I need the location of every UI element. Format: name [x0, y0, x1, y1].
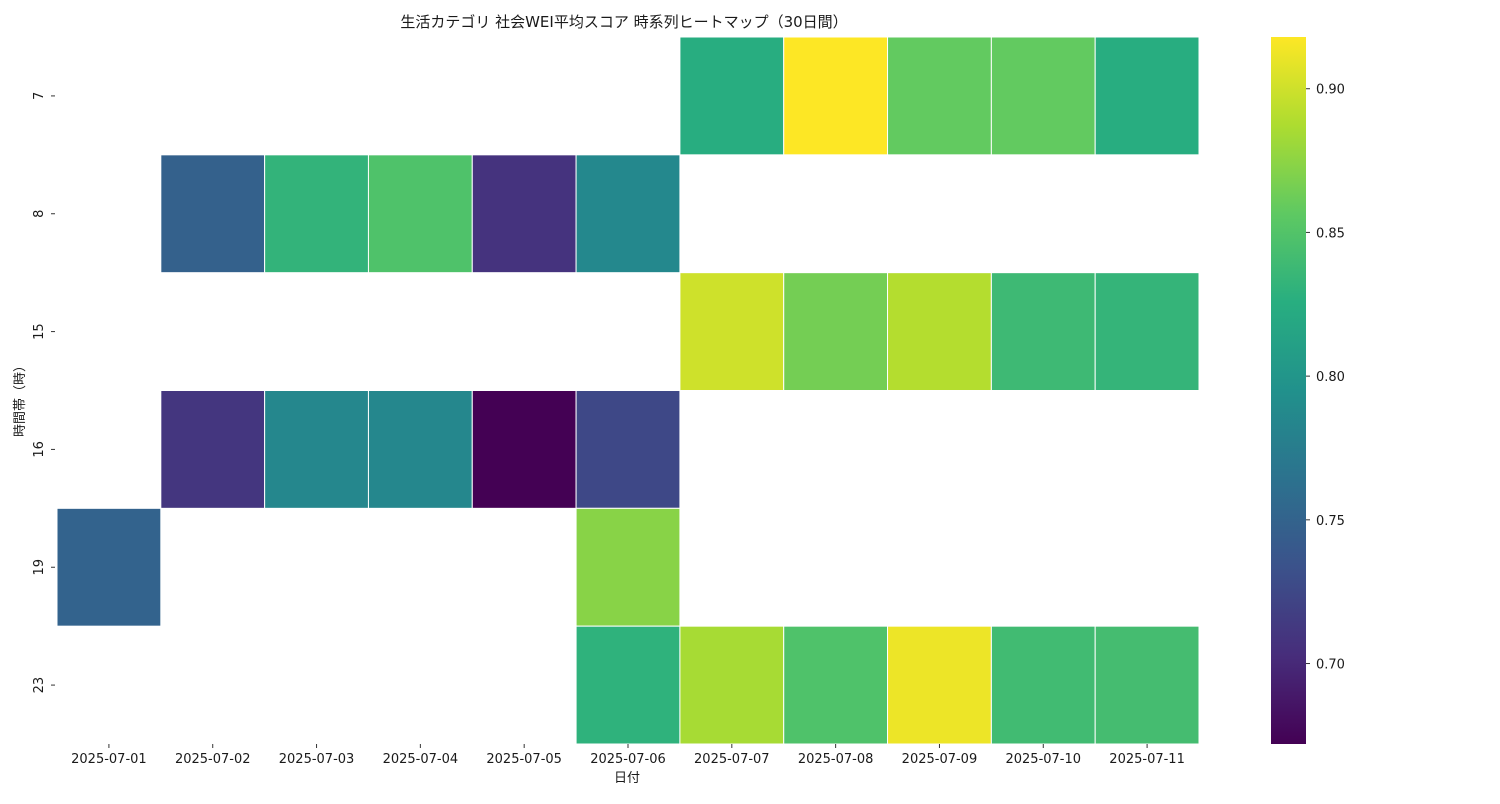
- x-tick-label: 2025-07-09: [902, 752, 978, 767]
- x-tick-label: 2025-07-02: [175, 752, 251, 767]
- heatmap-cell: [575, 390, 681, 509]
- heatmap-cell: [471, 154, 577, 274]
- x-tick-label: 2025-07-07: [694, 752, 770, 767]
- colorbar-tick-label: 0.80: [1316, 370, 1345, 385]
- x-tick-label: 2025-07-05: [486, 752, 562, 767]
- y-axis-label: 時間帯（時）: [13, 359, 28, 437]
- heatmap-cell: [887, 625, 992, 745]
- colorbar-tick-label: 0.75: [1316, 514, 1345, 529]
- heatmap-cell: [679, 36, 785, 156]
- heatmap-cell: [783, 272, 889, 391]
- heatmap-cell: [1094, 272, 1200, 391]
- heatmap-cell: [887, 272, 992, 391]
- colorbar-gradient: [1271, 37, 1306, 744]
- colorbar-tick-label: 0.85: [1316, 226, 1345, 241]
- y-axis: 7 8 15 16 19 23: [32, 92, 55, 694]
- heatmap-cell: [264, 390, 369, 509]
- x-axis-label: 日付: [614, 771, 640, 786]
- heatmap-cell: [1094, 625, 1200, 745]
- heatmap-cell: [990, 36, 1096, 156]
- x-tick-label: 2025-07-11: [1109, 752, 1185, 767]
- y-tick-label: 19: [32, 559, 47, 576]
- x-tick-label: 2025-07-03: [279, 752, 355, 767]
- x-tick-label: 2025-07-10: [1005, 752, 1081, 767]
- heatmap-cell: [783, 36, 889, 156]
- heatmap-cell: [575, 625, 681, 745]
- y-tick-label: 7: [32, 92, 47, 100]
- heatmap-cell: [1094, 36, 1200, 156]
- chart-title: 生活カテゴリ 社会WEI平均スコア 時系列ヒートマップ（30日間）: [400, 13, 847, 31]
- heatmap-cell: [367, 154, 473, 274]
- heatmap-cell: [783, 625, 889, 745]
- heatmap-cell: [887, 36, 992, 156]
- heatmap-cell: [679, 625, 785, 745]
- y-tick-label: 23: [32, 677, 47, 694]
- heatmap-cell: [264, 154, 369, 274]
- heatmap-cell: [990, 272, 1096, 391]
- heatmap-cell: [160, 390, 266, 509]
- x-tick-label: 2025-07-06: [590, 752, 666, 767]
- heatmap-cell: [575, 507, 681, 627]
- heatmap-cell: [575, 154, 681, 274]
- y-tick-label: 8: [32, 210, 47, 218]
- heatmap-cell: [160, 154, 266, 274]
- heatmap-cell: [990, 625, 1096, 745]
- heatmap-cell: [471, 390, 577, 509]
- y-tick-label: 16: [32, 441, 47, 458]
- x-tick-label: 2025-07-04: [383, 752, 459, 767]
- heatmap-cells: [56, 36, 1200, 745]
- colorbar-tick-label: 0.90: [1316, 83, 1345, 98]
- x-tick-label: 2025-07-08: [798, 752, 874, 767]
- x-tick-label: 2025-07-01: [71, 752, 147, 767]
- colorbar-tick-label: 0.70: [1316, 658, 1345, 673]
- x-axis: 2025-07-01 2025-07-02 2025-07-03 2025-07-04…: [71, 744, 1185, 767]
- heatmap-cell: [56, 507, 162, 627]
- heatmap-cell: [679, 272, 785, 391]
- heatmap-cell: [367, 390, 473, 509]
- y-tick-label: 15: [32, 323, 47, 340]
- colorbar: 0.70 0.75 0.80 0.85 0.90: [1271, 37, 1345, 744]
